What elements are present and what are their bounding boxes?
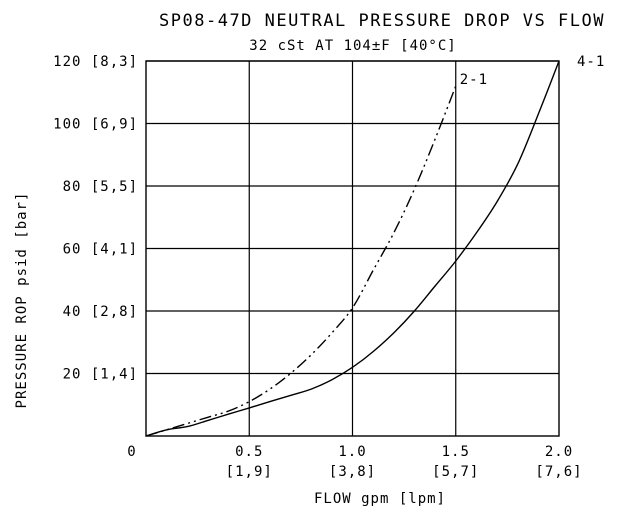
y-tick-label: 60 [4,1] bbox=[63, 242, 138, 258]
y-axis-label: PRESSURE ROP psid [bar] bbox=[14, 192, 30, 409]
series-label-4-1: 4-1 bbox=[577, 54, 605, 70]
series-label-2-1: 2-1 bbox=[460, 72, 488, 88]
y-tick-label: 80 [5,5] bbox=[63, 179, 138, 195]
x-tick-label: 1.0 bbox=[338, 444, 366, 460]
grid-layer bbox=[146, 60, 559, 436]
chart-subtitle: 32 cSt AT 104±F [40°C] bbox=[249, 38, 456, 54]
y-tick-label: 100 [6,9] bbox=[53, 117, 138, 133]
x-tick-sublabel: [7,6] bbox=[535, 464, 582, 480]
x-axis-ticks: 0 0.5 [1,9] 1.0 [3,8] 1.5 [5,7] 2.0 [7,6] bbox=[127, 444, 582, 480]
series-layer: 2-1 4-1 bbox=[145, 54, 605, 437]
x-tick-label: 2.0 bbox=[545, 444, 573, 460]
x-tick-sublabel: [5,7] bbox=[432, 464, 479, 480]
x-tick-label: 0 bbox=[127, 444, 136, 460]
series-line-2-1 bbox=[145, 85, 457, 437]
series-line-4-1 bbox=[145, 60, 560, 437]
x-tick-sublabel: [1,9] bbox=[226, 464, 273, 480]
plot-frame bbox=[145, 60, 560, 437]
x-tick-label: 0.5 bbox=[235, 444, 263, 460]
y-axis-ticks: 20 [1,4] 40 [2,8] 60 [4,1] 80 [5,5] 100 [6,9… bbox=[53, 54, 138, 383]
x-axis-label: FLOW gpm [lpm] bbox=[314, 491, 446, 507]
x-tick-sublabel: [3,8] bbox=[329, 464, 376, 480]
y-tick-label: 120 [8,3] bbox=[53, 54, 138, 70]
y-tick-label: 20 [1,4] bbox=[63, 367, 138, 383]
x-tick-label: 1.5 bbox=[442, 444, 470, 460]
chart-title: SP08-47D NEUTRAL PRESSURE DROP VS FLOW bbox=[159, 11, 605, 31]
y-tick-label: 40 [2,8] bbox=[63, 304, 138, 320]
